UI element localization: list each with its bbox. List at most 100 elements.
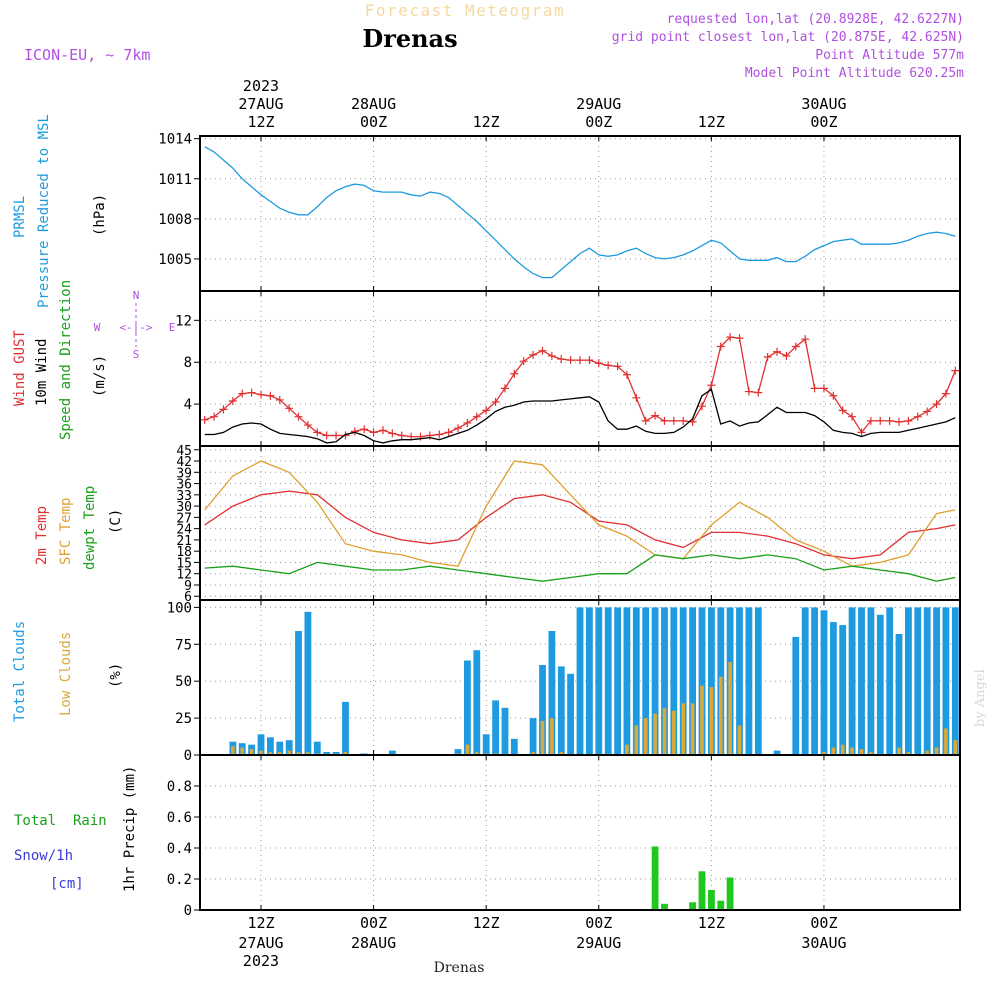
bar (343, 752, 348, 755)
bar (728, 662, 732, 755)
bar (944, 728, 948, 755)
bar (306, 752, 310, 755)
bar (858, 607, 865, 755)
bottom-hour-label: 00Z (585, 914, 612, 932)
snow-unit-label: [cm] (50, 876, 84, 892)
y-tick-label: 42 (176, 455, 192, 470)
gust-marker (697, 402, 706, 411)
y-tick-label: 45 (176, 444, 192, 459)
gust-marker (557, 355, 566, 364)
gust-marker (848, 412, 857, 421)
gust-marker (819, 384, 828, 393)
bottom-date-label: 29AUG (576, 934, 621, 952)
bar (473, 650, 481, 755)
compass-n: N (133, 289, 140, 302)
gust-marker (538, 346, 547, 355)
bar (313, 741, 321, 755)
bar (848, 607, 856, 755)
gust-marker (350, 427, 359, 436)
bar (276, 741, 284, 755)
bar (801, 607, 809, 755)
y-tick-label: 12 (176, 568, 192, 583)
bar (651, 607, 659, 755)
model-altitude: Model Point Altitude 620.25m (745, 66, 964, 81)
bar (492, 700, 499, 755)
bottom-date-label: 30AUG (801, 934, 846, 952)
y-tick-label: 1008 (158, 212, 192, 228)
gust-marker (200, 415, 209, 424)
gust-marker (585, 356, 594, 365)
gust-marker (641, 416, 650, 425)
bar (925, 750, 929, 755)
bar (595, 607, 603, 755)
gust-marker (454, 424, 463, 433)
top-hour-label: 00Z (360, 113, 387, 131)
series-line (204, 146, 956, 279)
top-date-label: 30AUG (801, 95, 846, 113)
y-tick-label: 1014 (158, 132, 192, 148)
bar (905, 607, 912, 755)
low-clouds-label: Low Clouds (58, 632, 74, 716)
gust-marker (773, 347, 782, 356)
bar (475, 752, 479, 755)
bar (681, 703, 685, 755)
bar (698, 871, 706, 911)
panel-frame (199, 754, 961, 911)
bar (822, 752, 826, 755)
gust-marker (510, 369, 519, 378)
bar (934, 747, 939, 755)
bar (295, 631, 302, 755)
y-tick-label: 25 (175, 711, 192, 727)
cloud-labels: Total Clouds Low Clouds (%) (12, 621, 124, 722)
series-line (204, 490, 956, 560)
y-tick-label: 4 (184, 397, 192, 413)
bar (933, 607, 940, 755)
gust-marker (472, 412, 481, 421)
model-label: ICON-EU, ~ 7km (24, 46, 150, 64)
y-tick-label: 39 (176, 466, 192, 481)
gust-marker (791, 342, 800, 351)
bottom-hour-label: 00Z (360, 914, 387, 932)
y-tick-label: 0.2 (167, 872, 192, 888)
gust-marker (932, 400, 941, 409)
gust-marker (726, 333, 735, 342)
bar (259, 750, 263, 755)
top-hour-label: 00Z (585, 113, 612, 131)
gust-marker (754, 388, 763, 397)
bar (540, 721, 545, 755)
bar (323, 752, 331, 755)
y-tick-label: 24 (176, 523, 192, 538)
top-date-label: 29AUG (576, 95, 621, 113)
y-tick-label: 9 (184, 579, 192, 594)
compass-s: S (133, 348, 140, 361)
bar (754, 607, 762, 755)
series-line (204, 460, 956, 567)
gust-marker (500, 384, 509, 393)
bar (296, 752, 301, 755)
temp-labels: 2m Temp SFC Temp dewpt Temp (C) (34, 486, 124, 570)
top-hour-label: 12Z (247, 113, 274, 131)
bar (576, 607, 584, 755)
precip-unit: 1hr Precip (mm) (122, 766, 138, 892)
bar (719, 676, 723, 755)
y-tick-label: 1005 (158, 252, 192, 268)
gust-marker (547, 351, 556, 360)
pressure-label-2: Pressure Reduced to MSL (36, 114, 52, 308)
panel-frame (199, 135, 961, 292)
bar (240, 747, 244, 755)
gust-marker (660, 416, 669, 425)
y-tick-label: 15 (176, 556, 192, 571)
gust-marker (904, 416, 913, 425)
bar (662, 707, 667, 755)
wind-speed-dir-label: Speed and Direction (58, 280, 74, 440)
footer-place: Drenas (434, 960, 485, 976)
gust-marker (369, 428, 378, 437)
temp-2m-label: 2m Temp (34, 506, 50, 565)
bar (840, 744, 845, 755)
gust-marker (895, 417, 904, 426)
gust-marker (482, 406, 491, 415)
supertitle: Forecast Meteogram (365, 1, 565, 20)
gust-marker (651, 411, 660, 420)
temp-sfc-label: SFC Temp (58, 498, 74, 565)
